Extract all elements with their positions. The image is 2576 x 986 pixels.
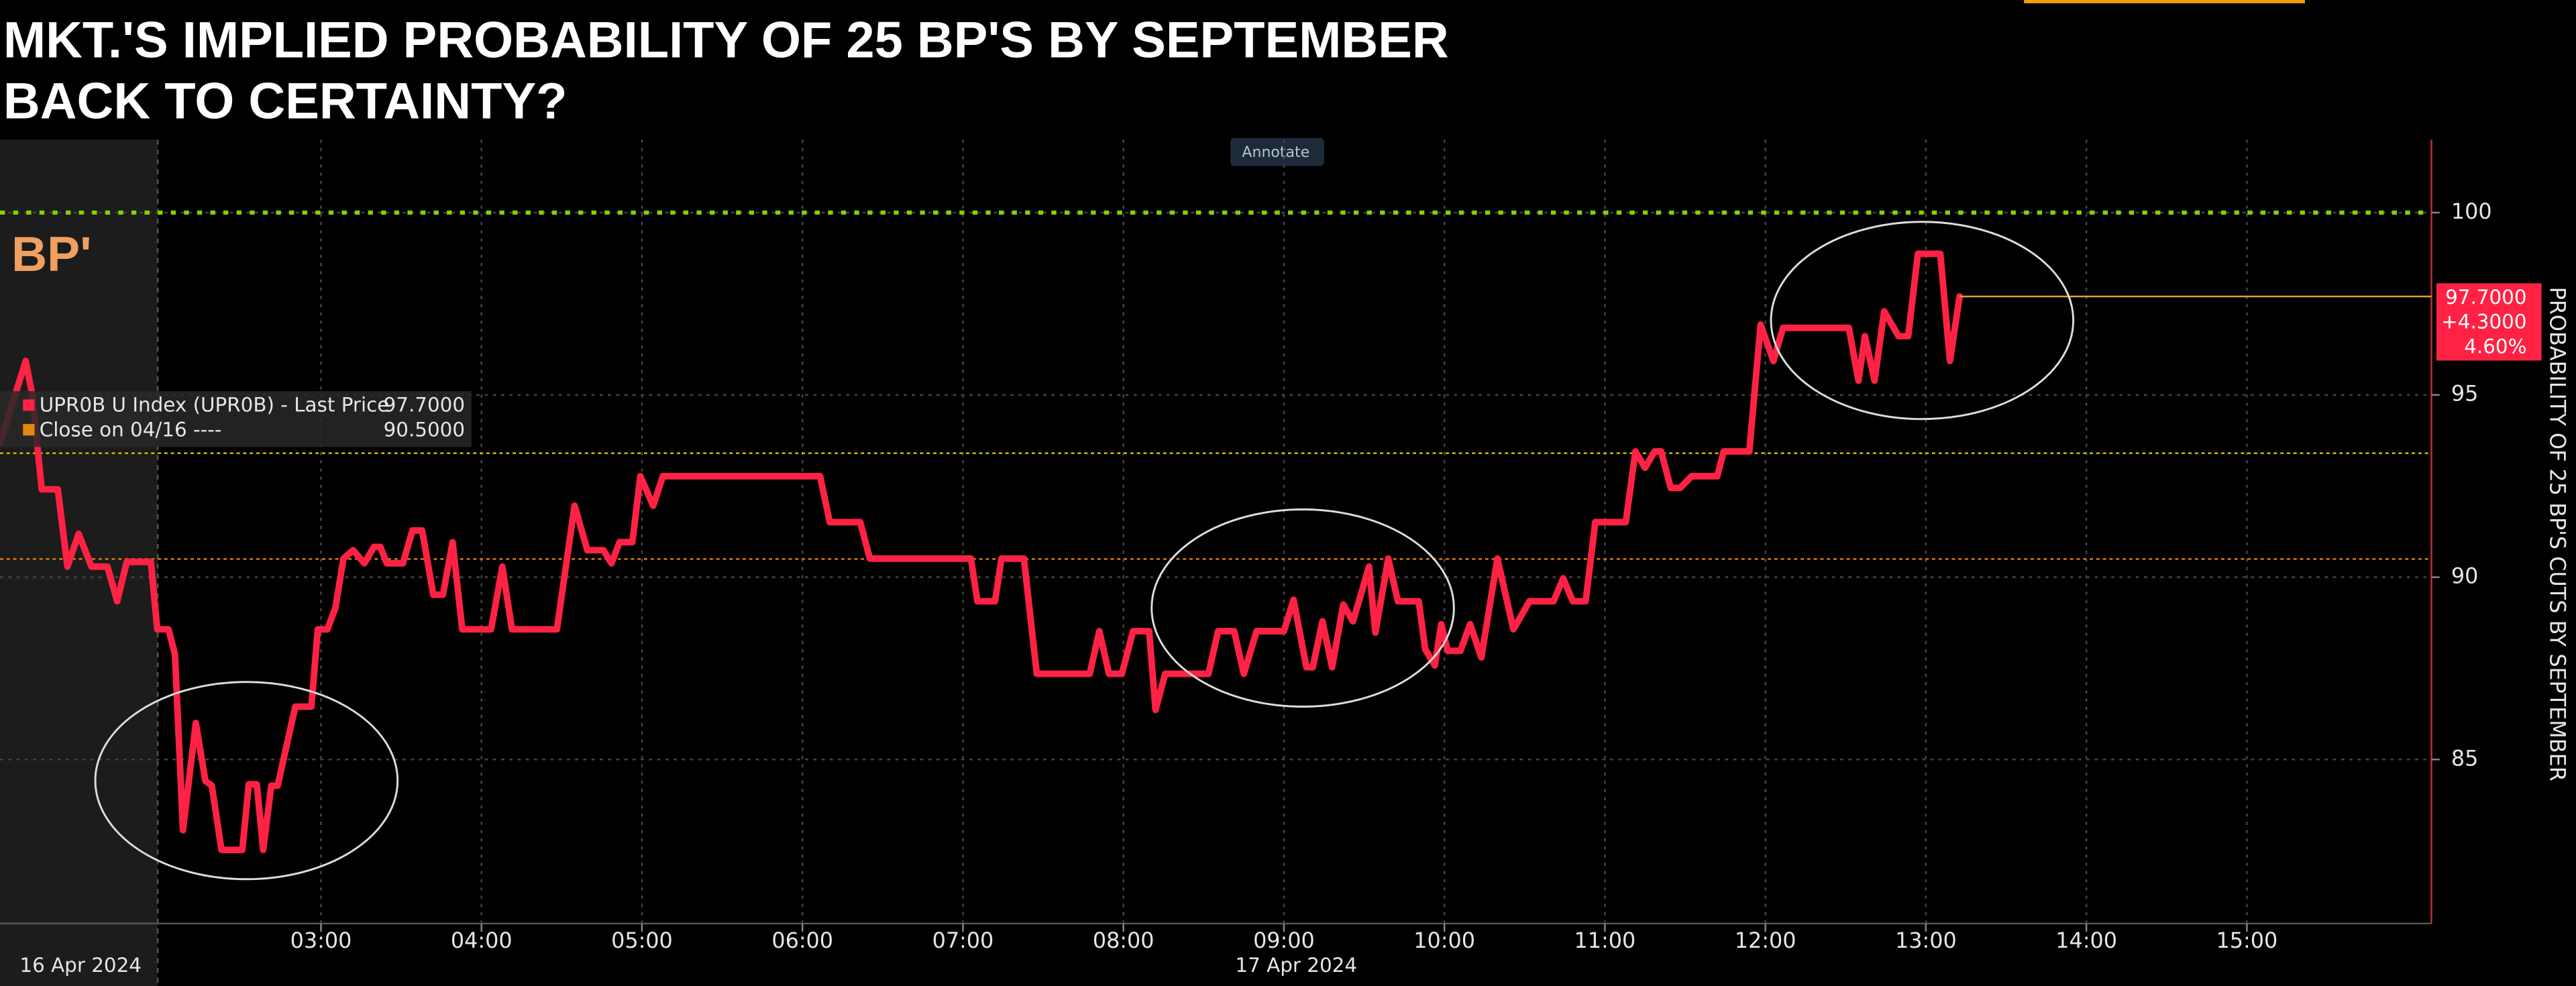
date-label: 16 Apr 2024 xyxy=(19,954,142,977)
annotate-button[interactable] xyxy=(1230,138,1324,166)
x-tick-label: 07:00 xyxy=(932,928,994,953)
annotation-ellipse xyxy=(1770,221,2075,421)
annotation-ellipse xyxy=(1150,508,1455,708)
x-tick-label: 04:00 xyxy=(451,928,513,953)
last-value-label: 97.7000 xyxy=(2445,286,2526,309)
x-tick-label: 05:00 xyxy=(611,928,673,953)
y-tick-label: 85 xyxy=(2451,745,2479,771)
y-tick-label: 95 xyxy=(2451,381,2479,406)
date-label: 17 Apr 2024 xyxy=(1235,954,1357,977)
x-tick-label: 11:00 xyxy=(1574,928,1636,953)
x-tick-label: 09:00 xyxy=(1253,928,1315,953)
last-value-box xyxy=(2436,283,2542,361)
legend-label: Close on 04/16 ---- xyxy=(40,418,222,441)
x-tick-label: 13:00 xyxy=(1895,928,1957,953)
legend-value: 97.7000 xyxy=(384,394,465,417)
top-accent xyxy=(2024,0,2305,3)
chart-subtitle: BACK TO CERTAINTY? xyxy=(3,72,568,129)
y-axis-label: PROBABILITY OF 25 BP'S CUTS BY SEPTEMBER xyxy=(2545,287,2571,781)
y-tick-label: 90 xyxy=(2451,563,2479,589)
price-line xyxy=(0,250,1964,853)
legend-value: 90.5000 xyxy=(384,418,465,441)
x-tick-label: 14:00 xyxy=(2055,928,2117,953)
legend-swatch xyxy=(23,399,35,411)
x-tick-label: 10:00 xyxy=(1413,928,1475,953)
y-tick-label: 100 xyxy=(2451,199,2492,224)
legend-box xyxy=(0,391,472,447)
last-value-label: 4.60% xyxy=(2464,335,2526,358)
chart-title: MKT.'S IMPLIED PROBABILITY OF 25 BP'S BY… xyxy=(3,12,1449,69)
x-tick-label: 08:00 xyxy=(1093,928,1155,953)
legend-swatch xyxy=(23,424,35,436)
legend: UPR0B U Index (UPR0B) - Last Price97.700… xyxy=(0,391,472,447)
last-value-label: +4.3000 xyxy=(2441,311,2526,333)
x-tick-label: 12:00 xyxy=(1735,928,1796,953)
annotate-button-label[interactable]: Annotate xyxy=(1242,144,1309,161)
x-tick-label: 03:00 xyxy=(290,928,352,953)
panel-label: BP' xyxy=(11,226,92,282)
x-tick-label: 06:00 xyxy=(771,928,833,953)
annotation-ellipse xyxy=(94,681,399,881)
legend-label: UPR0B U Index (UPR0B) - Last Price xyxy=(40,394,390,417)
x-tick-label: 15:00 xyxy=(2216,928,2278,953)
